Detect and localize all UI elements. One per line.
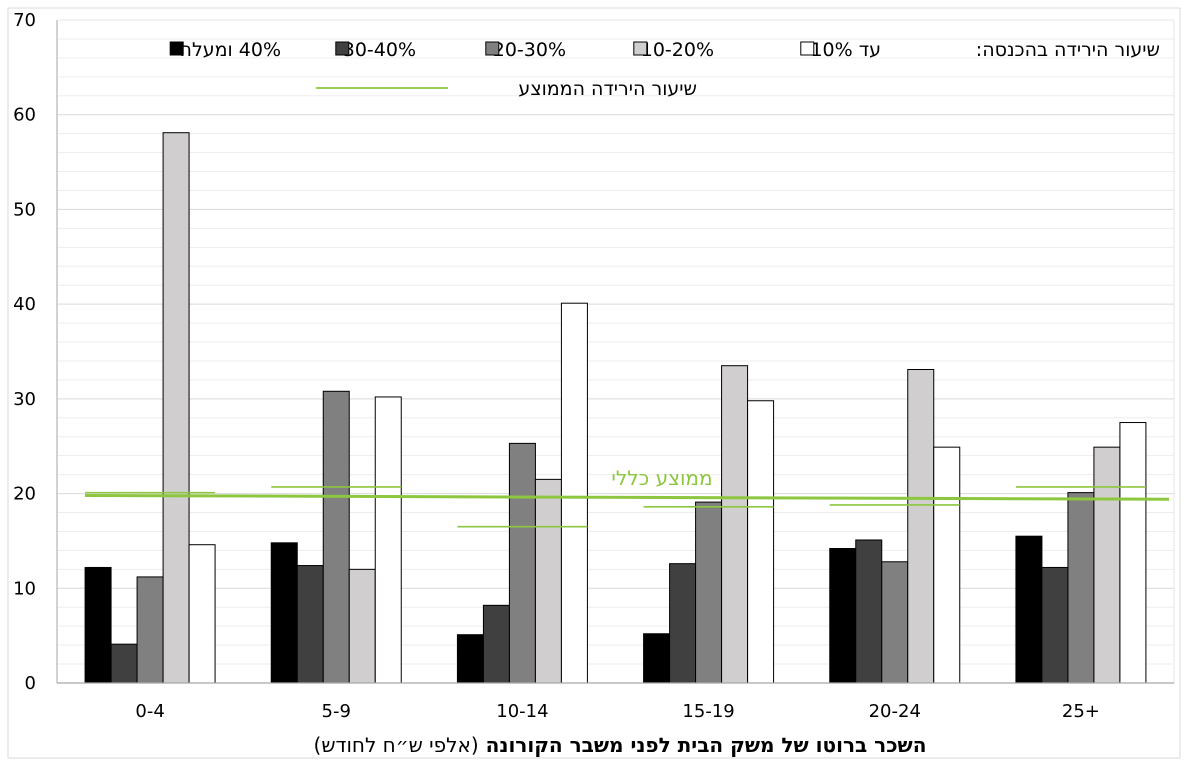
bar <box>456 634 484 684</box>
legend-swatch <box>335 41 350 56</box>
y-tick-label: 30 <box>13 389 36 410</box>
y-tick-label: 20 <box>13 484 36 505</box>
y-tick-label: 0 <box>25 673 36 694</box>
y-tick-label: 50 <box>13 199 36 220</box>
chart-border <box>7 7 1181 759</box>
bar <box>348 568 376 684</box>
legend-label: 20-30% <box>493 39 566 61</box>
y-tick-label: 10 <box>13 578 36 599</box>
bar <box>933 446 961 684</box>
x-tick-label: 15-19 <box>682 701 734 722</box>
y-tick-label: 70 <box>13 10 36 31</box>
bar <box>322 390 350 684</box>
bar <box>84 566 112 684</box>
bar <box>747 400 775 684</box>
legend-label: 40% ומעלה <box>180 39 281 61</box>
bar <box>1093 446 1121 684</box>
overall-average-line <box>84 493 1170 501</box>
bar <box>1119 422 1147 684</box>
legend-swatch <box>633 41 648 56</box>
bar <box>136 576 164 684</box>
x-tick-label: 20-24 <box>869 701 921 722</box>
x-axis-title-main: השכר ברוטו של משק הבית לפני משבר הקורונה <box>479 733 927 757</box>
legend-label: 30-40% <box>343 39 416 61</box>
bar <box>643 633 671 684</box>
y-tick-label: 60 <box>13 105 36 126</box>
bar <box>907 368 935 684</box>
bar <box>855 539 883 684</box>
x-tick-label: 0-4 <box>135 701 164 722</box>
bar <box>1015 535 1043 684</box>
bar <box>829 548 857 684</box>
bar <box>560 302 588 684</box>
bar <box>188 544 216 684</box>
bar <box>482 604 510 684</box>
legend-swatch <box>800 41 815 56</box>
x-axis-title: השכר ברוטו של משק הבית לפני משבר הקורונה… <box>314 733 927 757</box>
bar <box>374 396 402 684</box>
legend-label: עד 10% <box>810 39 881 61</box>
legend-swatch <box>169 41 184 56</box>
bar <box>669 563 697 684</box>
y-tick-label: 40 <box>13 294 36 315</box>
bar <box>508 442 536 684</box>
bar <box>534 478 562 684</box>
x-tick-label: 25+ <box>1062 701 1100 722</box>
bar <box>721 365 749 684</box>
legend-average-label: שיעור הירידה הממוצע <box>518 78 697 100</box>
bar <box>162 132 190 684</box>
bar <box>881 561 909 684</box>
x-tick-label: 5-9 <box>322 701 351 722</box>
x-axis-title-suffix: (אלפי ש״ח לחודש) <box>314 733 479 757</box>
bar <box>695 501 723 684</box>
legend-label: 10-20% <box>641 39 714 61</box>
legend-swatch <box>485 41 500 56</box>
x-tick-label: 10-14 <box>496 701 548 722</box>
bar <box>1041 566 1069 684</box>
bar <box>270 542 298 684</box>
bar <box>1067 492 1095 684</box>
bar <box>110 643 138 684</box>
bar <box>296 565 324 684</box>
legend-title: שיעור הירידה בהכנסה: <box>976 39 1160 61</box>
overall-average-label: ממוצע כללי <box>611 466 712 490</box>
